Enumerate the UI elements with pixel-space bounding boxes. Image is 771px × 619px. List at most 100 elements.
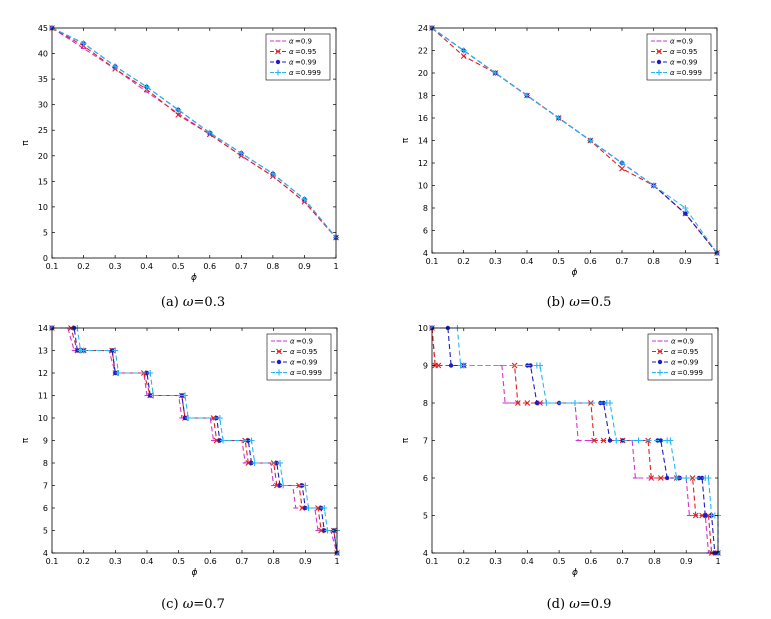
caption-b: (b) ω=0.5 xyxy=(386,295,771,310)
marker-plus xyxy=(650,182,657,189)
caption-label: (a) xyxy=(160,295,179,310)
y-tick-label: 4 xyxy=(423,249,428,258)
marker-plus xyxy=(682,205,689,211)
x-tick-label: 0.4 xyxy=(141,557,154,566)
x-tick-label: 0.5 xyxy=(172,262,185,271)
marker-x xyxy=(514,400,521,406)
marker-plus xyxy=(324,527,331,534)
marker-x xyxy=(619,165,625,172)
y-tick-label: 30 xyxy=(38,101,48,110)
marker-plus xyxy=(80,347,87,354)
y-tick-label: 7 xyxy=(423,437,428,446)
marker-x xyxy=(318,527,325,534)
legend-entry: α =0.999 xyxy=(652,369,703,377)
x-tick-label: 0.5 xyxy=(552,257,565,266)
y-tick-label: 5 xyxy=(423,512,428,521)
y-tick-label: 4 xyxy=(43,549,48,558)
x-axis-label: ϕ xyxy=(572,268,578,278)
marker-dot xyxy=(275,59,281,65)
plot-panel-a: 0.1 0.2 0.3 0.4 0.5 0.6 0.7 0.8 0.9 1051015202530… xyxy=(21,24,339,283)
marker-dot xyxy=(249,460,254,466)
marker-plus xyxy=(321,505,328,511)
marker-plus xyxy=(112,63,119,70)
x-tick-label: 0.8 xyxy=(267,557,280,566)
legend-entry: α =0.9 xyxy=(652,338,694,346)
marker-plus xyxy=(705,475,712,481)
y-axis-label: π xyxy=(21,437,31,443)
x-tick-label: 0.8 xyxy=(648,557,661,566)
marker-x xyxy=(245,460,252,466)
marker-plus xyxy=(185,415,192,421)
marker-plus xyxy=(276,369,282,376)
y-axis-label: π xyxy=(401,137,411,143)
marker-plus xyxy=(492,70,499,76)
x-tick-label: 0.8 xyxy=(267,262,280,271)
legend-symbol: α xyxy=(289,59,294,67)
marker-dot xyxy=(657,359,663,365)
x-tick-label: 0.5 xyxy=(553,557,566,566)
x-tick-label: 0.2 xyxy=(77,557,90,566)
legend-symbol: α xyxy=(289,69,294,77)
marker-plus xyxy=(206,129,213,136)
caption-symbol: ω xyxy=(182,597,194,612)
caption-label: (d) xyxy=(546,597,566,612)
legend-symbol: α xyxy=(671,359,676,367)
legend-entry: α =0.999 xyxy=(651,69,702,77)
series-line xyxy=(431,27,718,254)
legend-label: =0.99 xyxy=(677,359,698,367)
marker-x xyxy=(537,400,543,406)
y-tick-label: 13 xyxy=(38,347,48,356)
y-tick-label: 8 xyxy=(423,204,428,213)
caption-symbol: ω xyxy=(569,295,580,310)
marker-plus xyxy=(277,460,283,466)
x-axis-label: ϕ xyxy=(191,273,197,283)
marker-plus xyxy=(587,137,594,144)
legend-label: =0.9 xyxy=(295,38,312,46)
legend-label: =0.99 xyxy=(296,359,317,367)
marker-x xyxy=(273,482,280,489)
legend-label: =0.999 xyxy=(677,369,703,377)
marker-plus xyxy=(301,196,308,203)
y-tick-label: 5 xyxy=(43,527,48,536)
y-tick-label: 6 xyxy=(43,504,48,513)
marker-plus xyxy=(115,370,122,376)
marker-dot xyxy=(277,483,283,488)
axes-frame xyxy=(51,27,337,259)
legend-entry: α =0.9 xyxy=(270,38,312,46)
marker-x xyxy=(299,505,306,511)
marker-dot xyxy=(303,505,308,511)
x-tick-label: 0.1 xyxy=(46,262,59,271)
y-tick-label: 10 xyxy=(38,203,48,212)
marker-x xyxy=(656,48,662,55)
series-line xyxy=(431,27,718,254)
marker-plus xyxy=(619,160,625,166)
marker-plus xyxy=(147,370,154,376)
legend-symbol: α xyxy=(290,348,295,356)
y-tick-label: 9 xyxy=(423,362,428,371)
y-tick-label: 9 xyxy=(43,437,48,446)
legend-label: =0.95 xyxy=(296,348,317,356)
legend-symbol: α xyxy=(670,48,675,56)
x-tick-label: 0.7 xyxy=(235,262,248,271)
legend-label: =0.999 xyxy=(296,369,322,377)
legend-entry: α =0.9 xyxy=(651,38,693,46)
y-tick-label: 22 xyxy=(418,47,428,56)
marker-x xyxy=(276,348,282,355)
marker-x xyxy=(296,482,302,489)
series-4 xyxy=(429,325,721,556)
marker-x xyxy=(275,48,281,55)
caption-value: =0.5 xyxy=(579,295,612,310)
marker-dot xyxy=(276,359,282,365)
marker-dot xyxy=(699,475,705,481)
marker-dot xyxy=(113,370,118,376)
marker-x xyxy=(657,475,664,481)
y-axis-label: π xyxy=(401,437,411,443)
y-tick-label: 6 xyxy=(423,474,428,483)
x-tick-label: 0.6 xyxy=(204,557,217,566)
marker-dot xyxy=(322,528,327,533)
series-line xyxy=(52,327,338,553)
legend-symbol: α xyxy=(671,369,676,377)
marker-x xyxy=(600,437,607,444)
caption-a: (a) ω=0.3 xyxy=(0,295,386,310)
marker-dot xyxy=(144,370,150,376)
